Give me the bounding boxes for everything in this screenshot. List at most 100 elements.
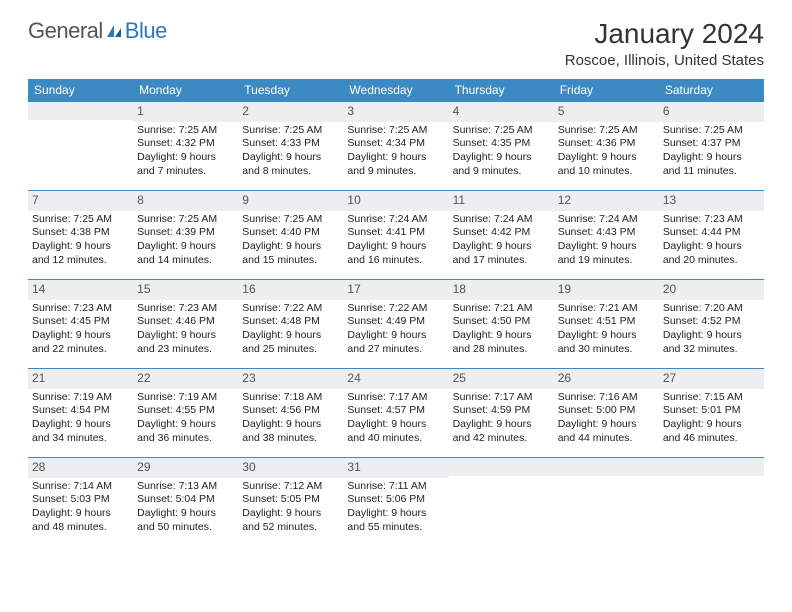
day-content: Sunrise: 7:23 AMSunset: 4:46 PMDaylight:…: [133, 300, 238, 363]
sunset-text: Sunset: 4:49 PM: [347, 315, 444, 329]
sunset-text: Sunset: 4:36 PM: [558, 137, 655, 151]
day-content: [659, 476, 764, 484]
day-number: 2: [238, 102, 343, 122]
sunrise-text: Sunrise: 7:25 AM: [137, 213, 234, 227]
month-title: January 2024: [565, 18, 764, 50]
sunrise-text: Sunrise: 7:25 AM: [558, 124, 655, 138]
sunrise-text: Sunrise: 7:22 AM: [242, 302, 339, 316]
day-cell: 14Sunrise: 7:23 AMSunset: 4:45 PMDayligh…: [28, 280, 133, 368]
daylight-text: Daylight: 9 hours: [663, 329, 760, 343]
daylight-text: and 27 minutes.: [347, 343, 444, 357]
day-content: Sunrise: 7:21 AMSunset: 4:51 PMDaylight:…: [554, 300, 659, 363]
daylight-text: and 11 minutes.: [663, 165, 760, 179]
daylight-text: Daylight: 9 hours: [242, 240, 339, 254]
sunset-text: Sunset: 4:45 PM: [32, 315, 129, 329]
daylight-text: and 22 minutes.: [32, 343, 129, 357]
sunset-text: Sunset: 4:54 PM: [32, 404, 129, 418]
week-row: 14Sunrise: 7:23 AMSunset: 4:45 PMDayligh…: [28, 279, 764, 368]
sunset-text: Sunset: 4:50 PM: [453, 315, 550, 329]
day-cell: 21Sunrise: 7:19 AMSunset: 4:54 PMDayligh…: [28, 369, 133, 457]
daylight-text: and 8 minutes.: [242, 165, 339, 179]
day-cell: 9Sunrise: 7:25 AMSunset: 4:40 PMDaylight…: [238, 191, 343, 279]
day-number: 23: [238, 369, 343, 389]
sunrise-text: Sunrise: 7:16 AM: [558, 391, 655, 405]
sunrise-text: Sunrise: 7:24 AM: [558, 213, 655, 227]
sunrise-text: Sunrise: 7:24 AM: [347, 213, 444, 227]
daylight-text: Daylight: 9 hours: [663, 240, 760, 254]
sunset-text: Sunset: 4:56 PM: [242, 404, 339, 418]
daylight-text: Daylight: 9 hours: [137, 240, 234, 254]
sunrise-text: Sunrise: 7:25 AM: [453, 124, 550, 138]
sunset-text: Sunset: 4:41 PM: [347, 226, 444, 240]
day-cell: 11Sunrise: 7:24 AMSunset: 4:42 PMDayligh…: [449, 191, 554, 279]
daylight-text: Daylight: 9 hours: [453, 418, 550, 432]
day-content: Sunrise: 7:25 AMSunset: 4:40 PMDaylight:…: [238, 211, 343, 274]
daylight-text: Daylight: 9 hours: [32, 240, 129, 254]
sunset-text: Sunset: 4:46 PM: [137, 315, 234, 329]
daylight-text: and 48 minutes.: [32, 521, 129, 535]
daylight-text: Daylight: 9 hours: [32, 329, 129, 343]
day-number: 5: [554, 102, 659, 122]
daylight-text: Daylight: 9 hours: [347, 151, 444, 165]
daylight-text: and 20 minutes.: [663, 254, 760, 268]
sunrise-text: Sunrise: 7:24 AM: [453, 213, 550, 227]
day-number: 29: [133, 458, 238, 478]
day-number: 16: [238, 280, 343, 300]
day-content: Sunrise: 7:23 AMSunset: 4:45 PMDaylight:…: [28, 300, 133, 363]
daylight-text: and 40 minutes.: [347, 432, 444, 446]
day-content: Sunrise: 7:13 AMSunset: 5:04 PMDaylight:…: [133, 478, 238, 541]
daylight-text: and 10 minutes.: [558, 165, 655, 179]
sunset-text: Sunset: 4:34 PM: [347, 137, 444, 151]
daylight-text: and 50 minutes.: [137, 521, 234, 535]
day-cell: 25Sunrise: 7:17 AMSunset: 4:59 PMDayligh…: [449, 369, 554, 457]
day-number: 7: [28, 191, 133, 211]
daylight-text: Daylight: 9 hours: [347, 240, 444, 254]
day-cell: 23Sunrise: 7:18 AMSunset: 4:56 PMDayligh…: [238, 369, 343, 457]
day-cell: [449, 458, 554, 546]
sunset-text: Sunset: 4:48 PM: [242, 315, 339, 329]
sunset-text: Sunset: 5:04 PM: [137, 493, 234, 507]
day-cell: 28Sunrise: 7:14 AMSunset: 5:03 PMDayligh…: [28, 458, 133, 546]
daylight-text: Daylight: 9 hours: [663, 151, 760, 165]
daylight-text: and 9 minutes.: [347, 165, 444, 179]
title-block: January 2024 Roscoe, Illinois, United St…: [565, 18, 764, 69]
day-number: 28: [28, 458, 133, 478]
sunrise-text: Sunrise: 7:18 AM: [242, 391, 339, 405]
daylight-text: and 15 minutes.: [242, 254, 339, 268]
sunset-text: Sunset: 4:40 PM: [242, 226, 339, 240]
day-number: [659, 458, 764, 476]
sunrise-text: Sunrise: 7:15 AM: [663, 391, 760, 405]
sunset-text: Sunset: 4:57 PM: [347, 404, 444, 418]
day-cell: 13Sunrise: 7:23 AMSunset: 4:44 PMDayligh…: [659, 191, 764, 279]
day-cell: [554, 458, 659, 546]
daylight-text: and 55 minutes.: [347, 521, 444, 535]
daylight-text: and 19 minutes.: [558, 254, 655, 268]
day-header-tue: Tuesday: [238, 79, 343, 101]
sunset-text: Sunset: 4:33 PM: [242, 137, 339, 151]
sunrise-text: Sunrise: 7:23 AM: [137, 302, 234, 316]
brand-logo: General Blue: [28, 18, 167, 44]
day-content: Sunrise: 7:25 AMSunset: 4:35 PMDaylight:…: [449, 122, 554, 185]
brand-name-2: Blue: [125, 18, 167, 44]
day-content: Sunrise: 7:24 AMSunset: 4:42 PMDaylight:…: [449, 211, 554, 274]
sunrise-text: Sunrise: 7:25 AM: [137, 124, 234, 138]
sunset-text: Sunset: 5:05 PM: [242, 493, 339, 507]
day-content: Sunrise: 7:18 AMSunset: 4:56 PMDaylight:…: [238, 389, 343, 452]
day-number: 20: [659, 280, 764, 300]
week-row: 1Sunrise: 7:25 AMSunset: 4:32 PMDaylight…: [28, 101, 764, 190]
day-cell: 7Sunrise: 7:25 AMSunset: 4:38 PMDaylight…: [28, 191, 133, 279]
day-cell: 30Sunrise: 7:12 AMSunset: 5:05 PMDayligh…: [238, 458, 343, 546]
page: General Blue January 2024 Roscoe, Illino…: [0, 0, 792, 564]
sunset-text: Sunset: 4:59 PM: [453, 404, 550, 418]
day-content: Sunrise: 7:25 AMSunset: 4:33 PMDaylight:…: [238, 122, 343, 185]
daylight-text: and 30 minutes.: [558, 343, 655, 357]
sunset-text: Sunset: 4:44 PM: [663, 226, 760, 240]
day-cell: 22Sunrise: 7:19 AMSunset: 4:55 PMDayligh…: [133, 369, 238, 457]
brand-name-1: General: [28, 18, 103, 44]
day-content: Sunrise: 7:17 AMSunset: 4:59 PMDaylight:…: [449, 389, 554, 452]
sunrise-text: Sunrise: 7:19 AM: [32, 391, 129, 405]
daylight-text: Daylight: 9 hours: [137, 418, 234, 432]
day-cell: 1Sunrise: 7:25 AMSunset: 4:32 PMDaylight…: [133, 102, 238, 190]
day-number: 27: [659, 369, 764, 389]
day-number: 25: [449, 369, 554, 389]
